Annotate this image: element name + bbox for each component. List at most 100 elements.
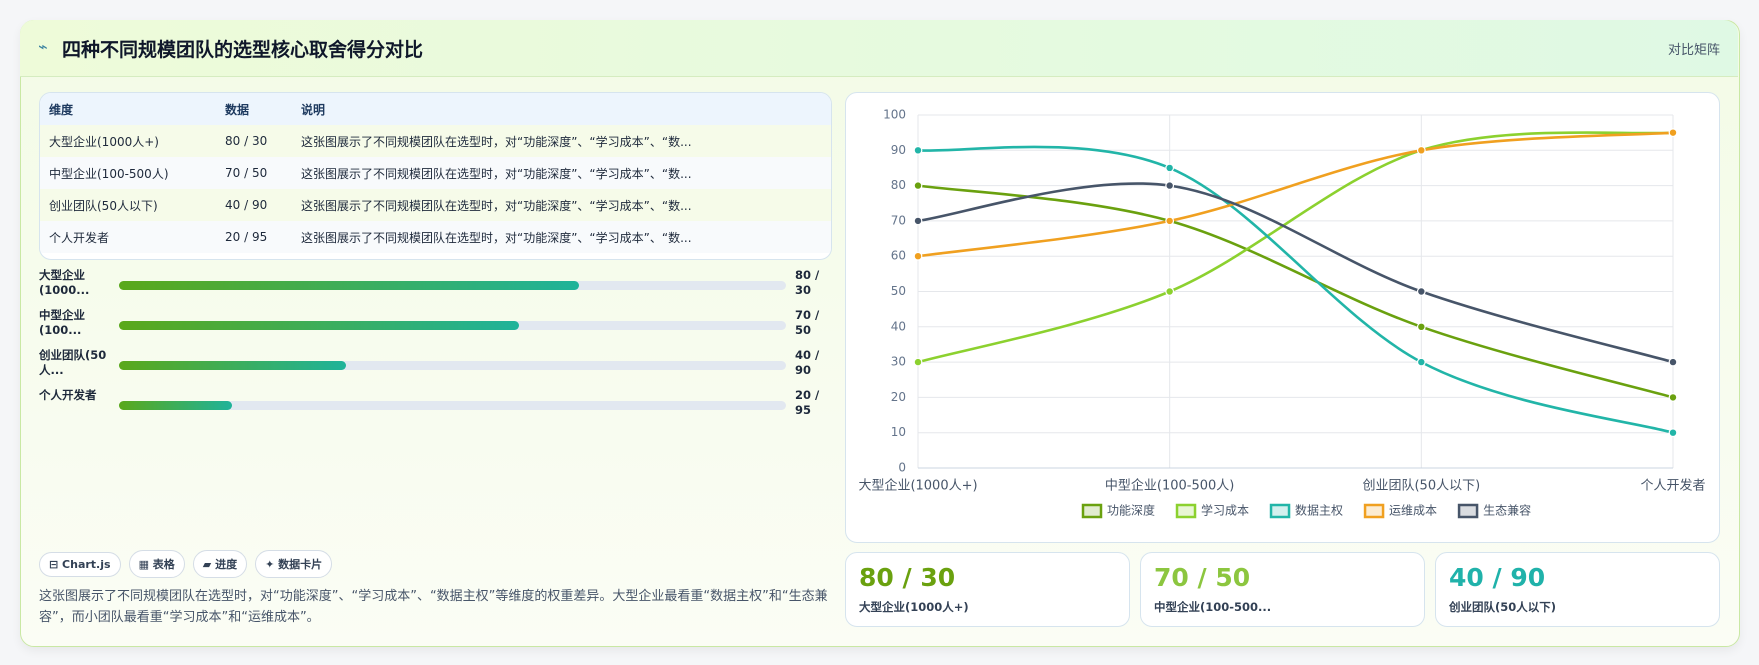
progress-bar [119,281,580,290]
header-icon: ⌁ [38,37,48,56]
line-series [917,131,1674,258]
table-cell: 这张图展示了不同规模团队在选型时，对“功能深度”、“学习成本”、“数... [292,125,831,157]
progress-bar [119,321,520,330]
y-tick-label: 100 [883,108,906,122]
progress-value: 70 / 50 [795,308,820,337]
y-tick-label: 40 [891,319,906,333]
progress-label: 大型企业(1000... [39,268,90,297]
progress-value: 80 / 30 [795,268,820,297]
x-tick-label: 个人开发者 [1640,478,1705,494]
progress-label: 中型企业(100... [39,308,85,337]
line-series [917,182,1674,364]
tag[interactable]: ▰ 进度 [192,550,248,578]
legend-label: 学习成本 [1201,503,1249,518]
kpi-label: 中型企业(100-500... [1154,600,1272,614]
kpi-value: 70 / 50 [1154,563,1251,592]
progress-value: 20 / 95 [795,388,820,417]
kpi-card: 70 / 50 中型企业(100-500... [1140,552,1425,627]
data-point [913,181,923,190]
legend-swatch[interactable] [1363,503,1385,519]
chart-box: 0 10 20 30 40 50 60 70 80 90 100 大型企业(1000人+) 中型企业(1… [845,92,1720,543]
tag[interactable]: ⊟ Chart.js [39,552,121,577]
data-point [1165,216,1175,226]
legend-swatch[interactable] [1457,503,1479,519]
data-point [1668,357,1678,367]
description: 这张图展示了不同规模团队在选型时，对“功能深度”、“学习成本”、“数据主权”等维… [39,589,828,625]
y-tick-label: 10 [891,425,906,439]
kpi-card: 80 / 30 大型企业(1000人+) [845,552,1130,627]
table-header-row: 维度 数据 说明 [40,93,831,125]
progress-bar [119,361,346,370]
line-series [917,145,1674,434]
panel-header: ⌁ 四种不同规模团队的选型核心取舍得分对比 对比矩阵 [20,20,1738,77]
header-title: 四种不同规模团队的选型核心取舍得分对比 [62,39,424,61]
legend-label: 生态兼容 [1483,503,1531,518]
data-point [913,145,923,155]
table-row: 中型企业(100-500人) 70 / 50 这张图展示了不同规模团队在选型时，对“… [40,157,831,189]
kpi-value: 80 / 30 [859,563,956,592]
table-cell: 40 / 90 [216,189,292,221]
progress-track [119,401,786,410]
data-point [1165,181,1175,190]
table-row: 大型企业(1000人+) 80 / 30 这张图展示了不同规模团队在选型时，对“功能… [40,125,831,157]
legend-swatch[interactable] [1269,503,1291,519]
data-point [1668,428,1678,438]
y-tick-label: 80 [891,178,906,192]
data-point [1416,357,1426,367]
progress-list: 大型企业(1000... 80 / 30 中型企业(100... 70 / 50 创业团… [39,268,830,428]
tag[interactable]: ✦ 数据卡片 [255,550,333,578]
data-point [1165,163,1175,173]
x-tick-label: 创业团队(50人以下) [1362,479,1480,494]
column-header: 说明 [292,93,831,125]
tag[interactable]: ▦ 表格 [128,550,185,578]
kpi-label: 创业团队(50人以下) [1449,600,1557,614]
table-cell: 这张图展示了不同规模团队在选型时，对“功能深度”、“学习成本”、“数... [292,189,831,221]
table-row: 个人开发者 20 / 95 这张图展示了不同规模团队在选型时，对“功能深度”、“学习… [40,221,831,253]
header-badge[interactable]: 对比矩阵 [1667,43,1720,58]
line-series [917,184,1674,399]
data-point [1416,287,1426,296]
table-cell: 个人开发者 [40,221,216,253]
data-point [1668,393,1678,402]
kpi-card: 40 / 90 创业团队(50人以下) [1435,552,1720,627]
x-tick-label: 中型企业(100-500人) [1105,478,1234,494]
line-series [917,131,1674,364]
y-tick-label: 60 [891,249,906,263]
y-tick-label: 30 [891,355,906,369]
data-point [1668,128,1678,138]
table-row: 创业团队(50人以下) 40 / 90 这张图展示了不同规模团队在选型时，对“功能深… [40,189,831,221]
legend-label: 数据主权 [1295,503,1343,518]
data-point [913,251,923,261]
y-tick-label: 0 [898,461,906,475]
table-cell: 80 / 30 [216,125,292,157]
legend-label: 功能深度 [1107,503,1155,518]
table-cell: 中型企业(100-500人) [40,157,216,189]
progress-value: 40 / 90 [795,348,820,377]
progress-track [119,361,786,370]
tag-list: ⊟ Chart.js ▦ 表格 ▰ 进度 ✦ 数据卡片 [39,550,340,578]
y-tick-label: 20 [891,390,906,404]
data-point [1416,322,1426,332]
progress-bar [119,401,233,410]
kpi-value: 40 / 90 [1449,563,1546,592]
table: 维度 数据 说明 大型企业(1000人+) 80 / 30 这张图展示了不同规模团队在选型… [40,93,831,253]
table-cell: 70 / 50 [216,157,292,189]
data-table: 维度 数据 说明 大型企业(1000人+) 80 / 30 这张图展示了不同规模团队在选型… [39,92,832,260]
column-header: 维度 [40,93,216,125]
chart: 0 10 20 30 40 50 60 70 80 90 100 大型企业(1000人+) 中型企业(1… [858,108,1706,519]
table-cell: 创业团队(50人以下) [40,189,216,221]
data-point [1416,145,1426,155]
table-cell: 大型企业(1000人+) [40,125,216,157]
progress-label: 创业团队(50人... [39,348,107,377]
kpi-label: 大型企业(1000人+) [859,600,969,614]
y-tick-label: 70 [891,213,906,227]
table-cell: 20 / 95 [216,221,292,253]
legend-swatch[interactable] [1081,503,1103,519]
column-header: 数据 [216,93,292,125]
progress-track [119,281,786,290]
progress-label: 个人开发者 [39,388,97,402]
table-cell: 这张图展示了不同规模团队在选型时，对“功能深度”、“学习成本”、“数... [292,157,831,189]
legend-swatch[interactable] [1175,503,1197,519]
data-point [913,357,923,367]
